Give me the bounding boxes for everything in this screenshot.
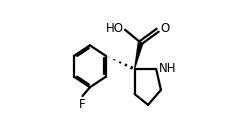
Text: NH: NH: [159, 62, 176, 75]
Text: F: F: [79, 98, 85, 111]
Text: HO: HO: [105, 22, 124, 35]
Text: O: O: [160, 22, 169, 35]
Polygon shape: [134, 42, 144, 69]
